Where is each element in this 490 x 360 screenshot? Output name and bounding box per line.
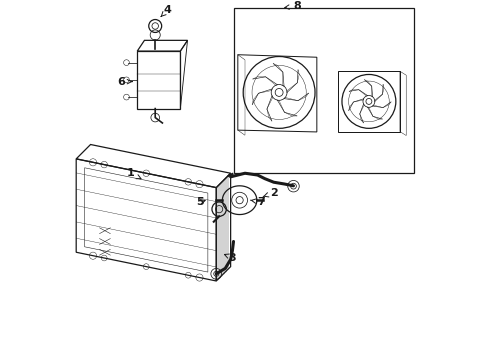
Bar (234, 8, 414, 173)
Text: 6: 6 (117, 77, 132, 87)
Text: 3: 3 (224, 253, 236, 263)
Text: 1: 1 (126, 168, 141, 179)
Text: 5: 5 (196, 197, 205, 207)
Text: 7: 7 (250, 197, 265, 207)
Text: 2: 2 (263, 188, 278, 198)
Text: 8: 8 (285, 1, 301, 11)
Text: 4: 4 (161, 5, 172, 17)
